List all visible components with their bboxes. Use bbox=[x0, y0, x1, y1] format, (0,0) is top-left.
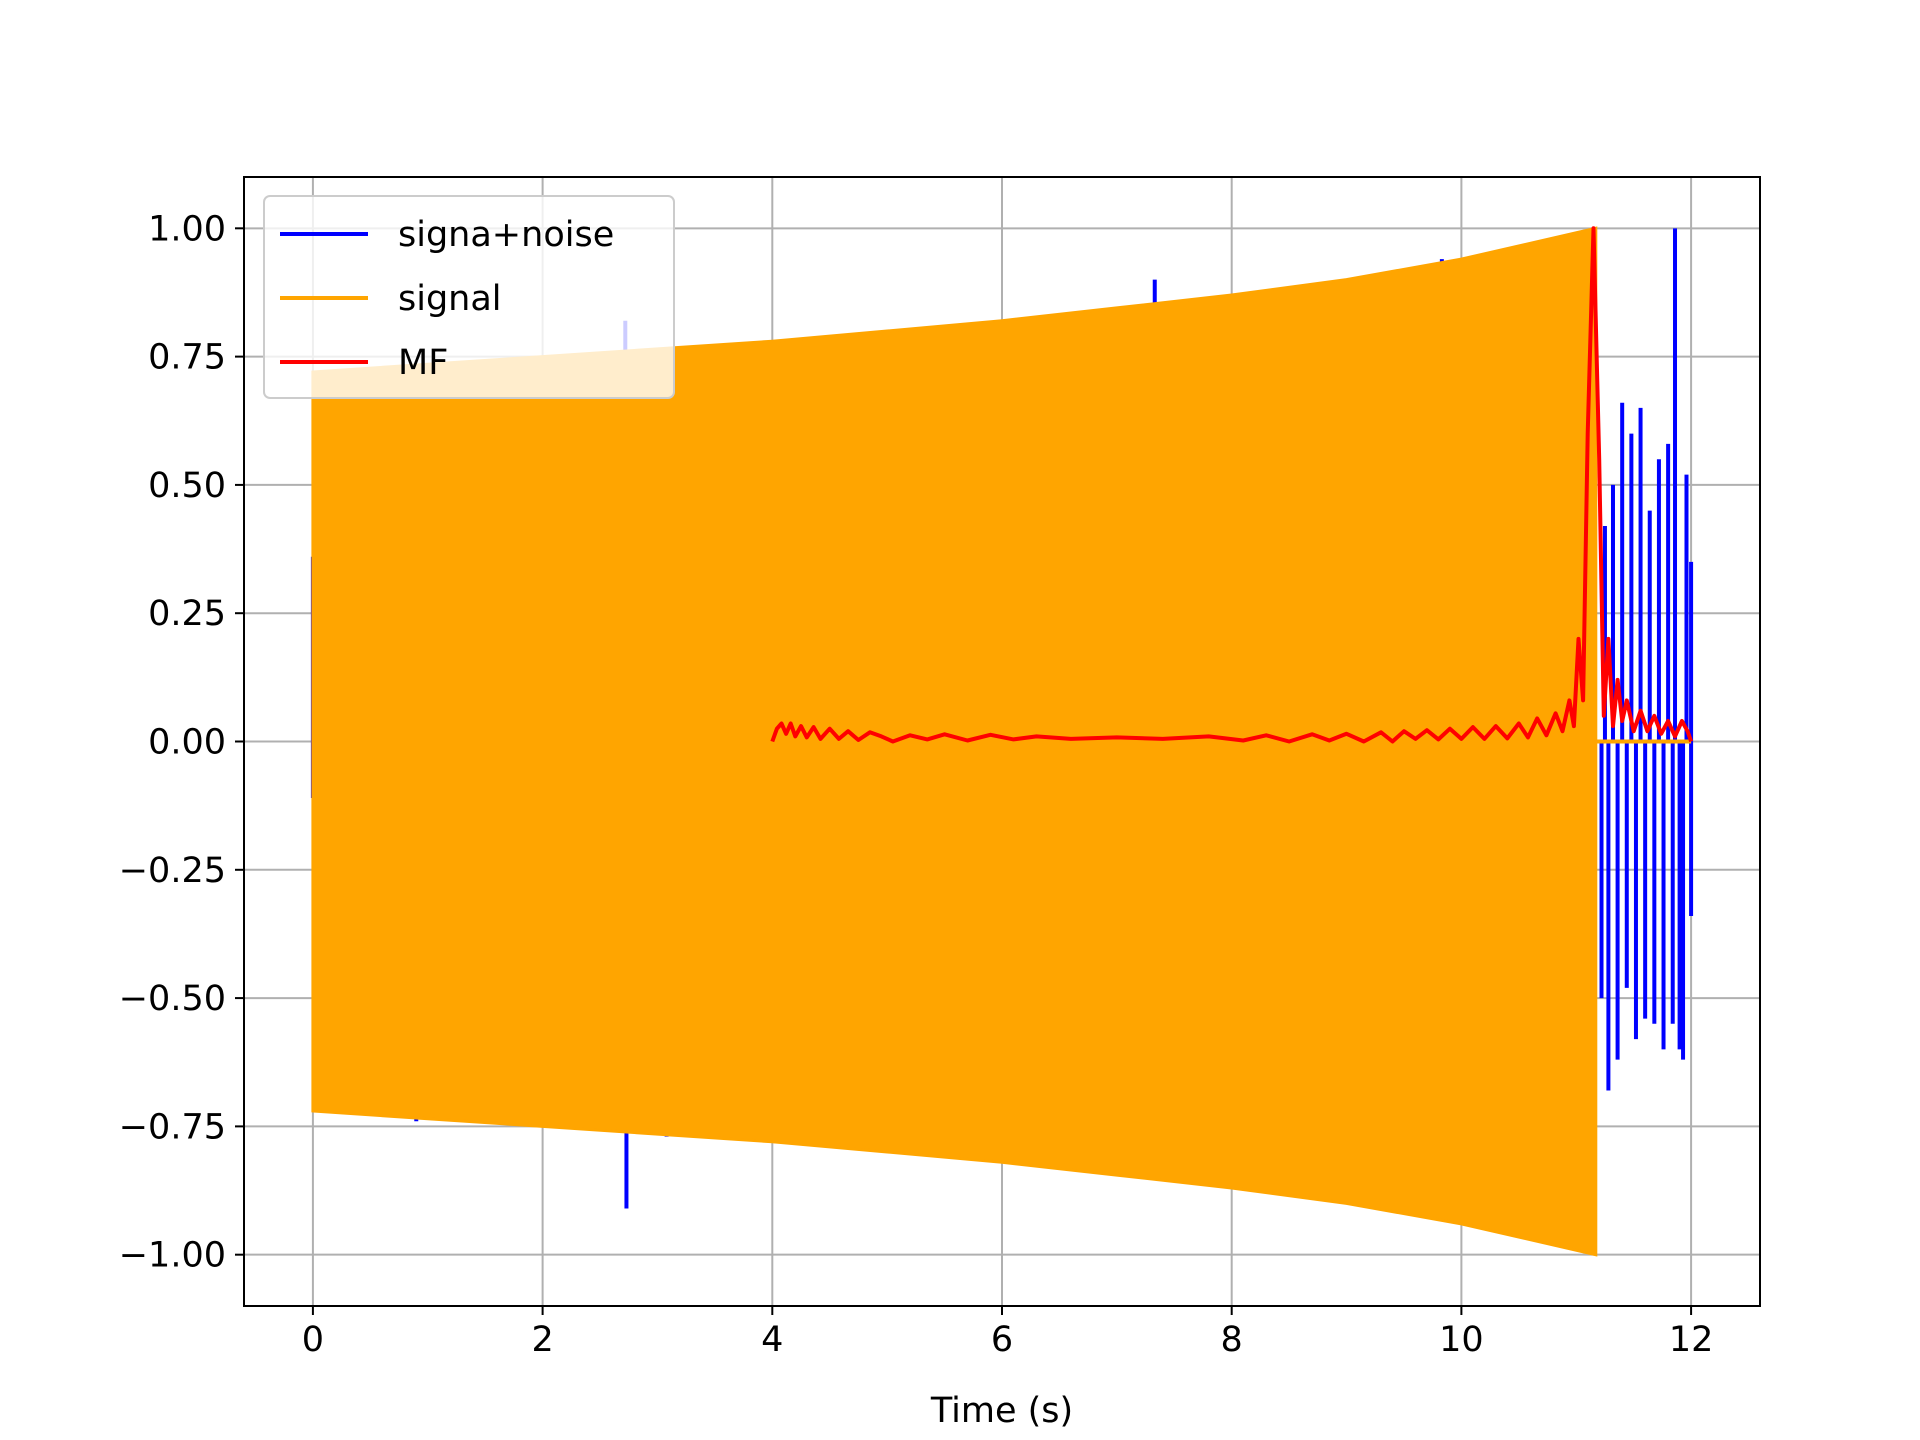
y-axis: 1.00 0.75 0.50 0.25 0.00 −0.25 −0.50 −0.75 −1.00 bbox=[119, 209, 244, 1276]
y-tick-label: −0.50 bbox=[119, 979, 226, 1019]
series-mf bbox=[770, 226, 1693, 744]
y-tick-label: 0.00 bbox=[148, 723, 226, 763]
y-tick-label: −0.25 bbox=[119, 851, 226, 891]
y-tick-label: −0.75 bbox=[119, 1107, 226, 1147]
y-tick-label: 0.75 bbox=[148, 338, 226, 378]
y-tick-label: −1.00 bbox=[119, 1236, 226, 1276]
x-axis: 0 2 4 6 8 10 12 bbox=[302, 1306, 1714, 1360]
x-axis-title: Time (s) bbox=[930, 1391, 1073, 1431]
x-tick-label: 10 bbox=[1439, 1320, 1484, 1360]
legend-box bbox=[263, 195, 675, 399]
signal-band bbox=[311, 226, 1598, 1257]
series-signal bbox=[311, 226, 1692, 1257]
x-tick-label: 2 bbox=[531, 1320, 553, 1360]
y-tick-label: 0.50 bbox=[148, 466, 226, 506]
y-tick-label: 0.25 bbox=[148, 594, 226, 634]
legend-label: MF bbox=[398, 343, 448, 383]
x-tick-label: 8 bbox=[1221, 1320, 1243, 1360]
x-tick-label: 0 bbox=[302, 1320, 324, 1360]
legend-label: signa+noise bbox=[398, 215, 614, 255]
x-tick-label: 4 bbox=[761, 1320, 783, 1360]
legend: signa+noise signal MF bbox=[263, 195, 675, 399]
mf-line bbox=[770, 226, 1693, 744]
x-tick-label: 12 bbox=[1669, 1320, 1714, 1360]
x-tick-label: 6 bbox=[991, 1320, 1013, 1360]
y-tick-label: 1.00 bbox=[148, 209, 226, 249]
legend-label: signal bbox=[398, 279, 502, 319]
